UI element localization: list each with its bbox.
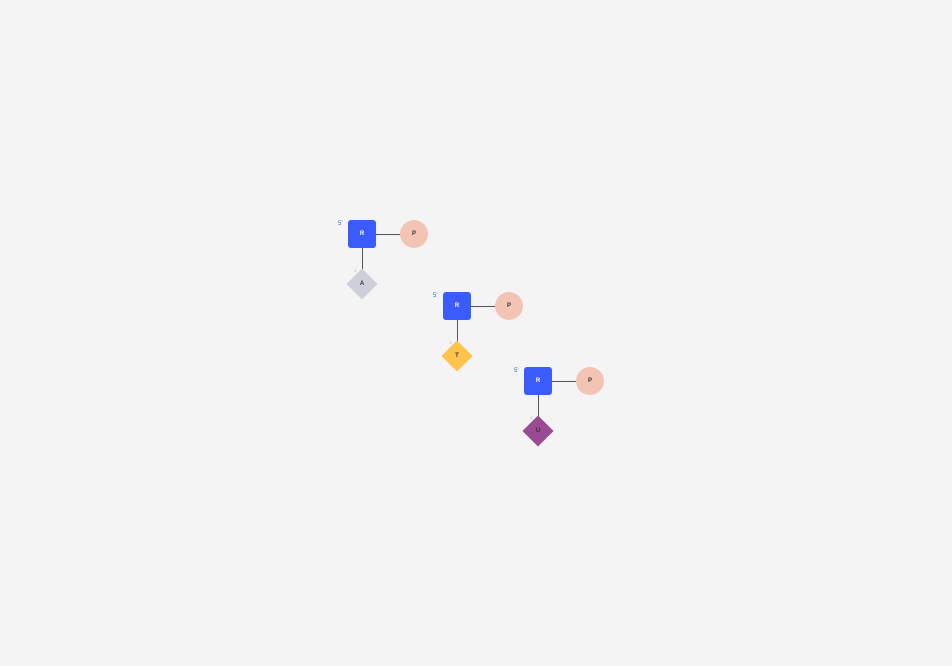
five-prime-label: 5' (514, 368, 519, 374)
sugar-base-bond (457, 320, 458, 344)
sugar-base-bond (362, 248, 363, 272)
sugar-phosphate-bond (552, 381, 578, 382)
one-prime-label: 1' (354, 268, 357, 273)
one-prime-label: 1' (449, 340, 452, 345)
nucleotide-3[interactable]: 5' R P 1' U (514, 366, 634, 466)
sugar-base-bond (538, 395, 539, 419)
phosphate-node[interactable]: P (400, 220, 428, 248)
sugar-node[interactable]: R (443, 292, 471, 320)
base-label: A (359, 281, 365, 287)
base-label: U (535, 428, 541, 434)
phosphate-node[interactable]: P (495, 292, 523, 320)
one-prime-label: 1' (530, 415, 533, 420)
nucleotide-2[interactable]: 5' R P 1' T (433, 291, 553, 391)
sugar-phosphate-bond (471, 306, 497, 307)
nucleotide-1[interactable]: 5' R P 1' A (338, 219, 458, 319)
five-prime-label: 5' (433, 293, 438, 299)
phosphate-node[interactable]: P (576, 367, 604, 395)
base-label: T (455, 353, 459, 359)
five-prime-label: 5' (338, 221, 343, 227)
sugar-node[interactable]: R (524, 367, 552, 395)
sugar-node[interactable]: R (348, 220, 376, 248)
sugar-phosphate-bond (376, 234, 402, 235)
